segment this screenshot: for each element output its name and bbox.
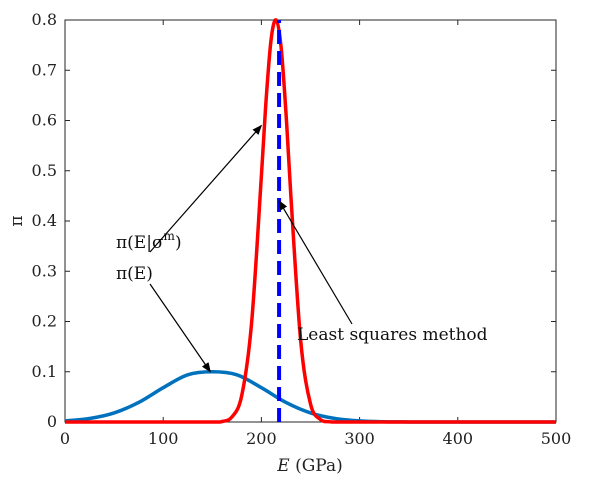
x-tick-label: 300 — [344, 429, 375, 448]
annotation-prior-label: π(E) — [116, 264, 153, 284]
y-tick-label: 0.5 — [32, 161, 57, 180]
y-tick-label: 0.1 — [32, 362, 57, 381]
annotation-prior-arrow — [149, 283, 211, 373]
x-axis-ticks: 0 100 200 300 400 500 — [60, 20, 571, 448]
x-tick-label: 200 — [246, 429, 277, 448]
annotation-posterior-arrow — [149, 124, 263, 253]
y-tick-label: 0.7 — [32, 60, 57, 79]
annotation-least-squares-arrow — [278, 200, 353, 325]
annotation-least-squares-label: Least squares method — [297, 325, 488, 345]
annotation-posterior: π(E|σm) — [116, 124, 263, 253]
y-tick-label: 0.2 — [32, 312, 57, 331]
y-tick-label: 0 — [47, 412, 57, 431]
y-tick-label: 0.8 — [32, 10, 57, 29]
y-tick-label: 0.6 — [32, 111, 57, 130]
plot-area — [64, 19, 557, 423]
x-tick-label: 0 — [60, 429, 70, 448]
x-axis-label: E (GPa) — [276, 456, 342, 476]
y-tick-label: 0.4 — [32, 211, 57, 230]
x-tick-label: 100 — [148, 429, 179, 448]
y-axis-ticks: 0 0.1 0.2 0.3 0.4 0.5 0.6 0.7 0.8 — [32, 10, 556, 431]
x-tick-label: 400 — [443, 429, 474, 448]
x-tick-label: 500 — [541, 429, 572, 448]
posterior-curve — [64, 18, 556, 424]
plot-frame — [64, 19, 557, 423]
annotation-least-squares: Least squares method — [278, 200, 488, 345]
annotation-prior: π(E) — [116, 264, 211, 373]
y-tick-label: 0.3 — [32, 261, 57, 280]
y-axis-label: π — [7, 215, 27, 226]
series-layer — [64, 18, 556, 424]
annotation-posterior-label: π(E|σm) — [116, 229, 182, 253]
